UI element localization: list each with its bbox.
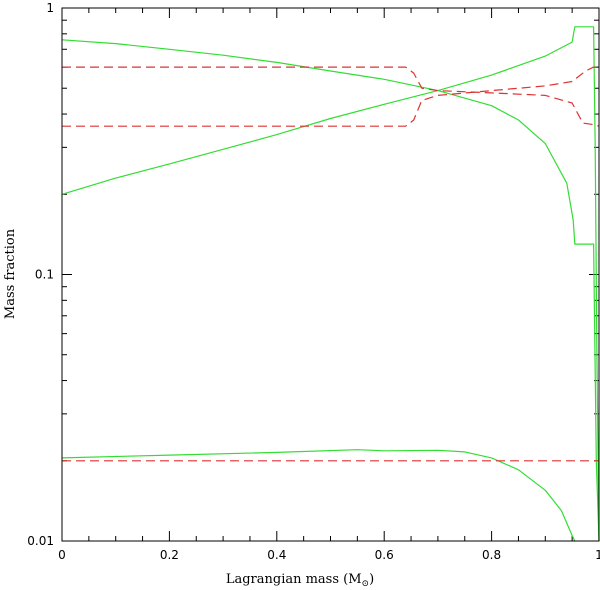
y-tick-label: 0.1 [35, 268, 54, 282]
tick-labels: 0 0.2 0.4 0.6 0.8 1 0.01 0.1 1 [27, 1, 600, 562]
y-tick-label: 0.01 [27, 534, 54, 548]
solid-series-line-2 [61, 26, 600, 542]
x-tick-label: 0.2 [160, 548, 179, 562]
solid-series-line-3 [61, 449, 576, 542]
x-tick-label: 0.6 [375, 548, 394, 562]
dashed-series-line-5 [62, 66, 599, 127]
y-axis-label: Mass fraction [3, 228, 18, 319]
x-tick-label: 0.4 [267, 548, 286, 562]
x-tick-label: 1 [595, 548, 600, 562]
x-axis-label: Lagrangian mass (M⊙) [226, 572, 374, 589]
x-tick-label: 0.8 [482, 548, 501, 562]
plot-frame [61, 7, 600, 542]
y-tick-label: 1 [46, 1, 54, 15]
dashed-series-line-4 [62, 66, 600, 127]
series-layer [61, 26, 600, 542]
x-tick-label: 0 [58, 548, 66, 562]
solid-series-line-1 [61, 39, 600, 542]
